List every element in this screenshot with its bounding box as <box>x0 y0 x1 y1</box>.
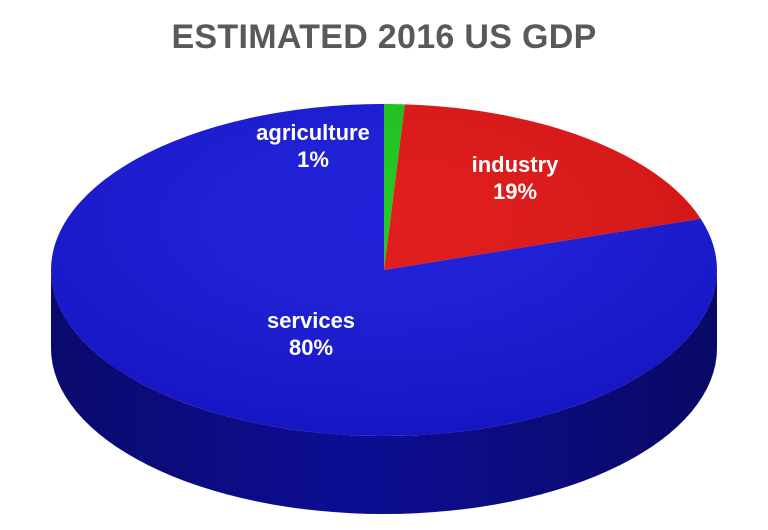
pie-side-shade-services <box>51 270 717 514</box>
pie-top <box>51 104 718 436</box>
chart-title: ESTIMATED 2016 US GDP <box>171 18 597 56</box>
pie-top-shading <box>51 104 717 436</box>
slice-label-industry: industry 19% <box>472 152 560 204</box>
pie-sides <box>51 270 717 514</box>
slice-label-services: services 80% <box>267 308 355 360</box>
slice-category-industry: industry <box>472 152 560 177</box>
slice-value-industry: 19% <box>493 179 537 204</box>
slice-category-services: services <box>267 308 355 333</box>
slice-label-agriculture: agriculture 1% <box>256 120 370 172</box>
pie-labels: agriculture 1% industry 19% services 80% <box>256 120 559 360</box>
slice-value-agriculture: 1% <box>297 147 329 172</box>
slice-value-services: 80% <box>289 335 333 360</box>
slice-category-agriculture: agriculture <box>256 120 370 145</box>
